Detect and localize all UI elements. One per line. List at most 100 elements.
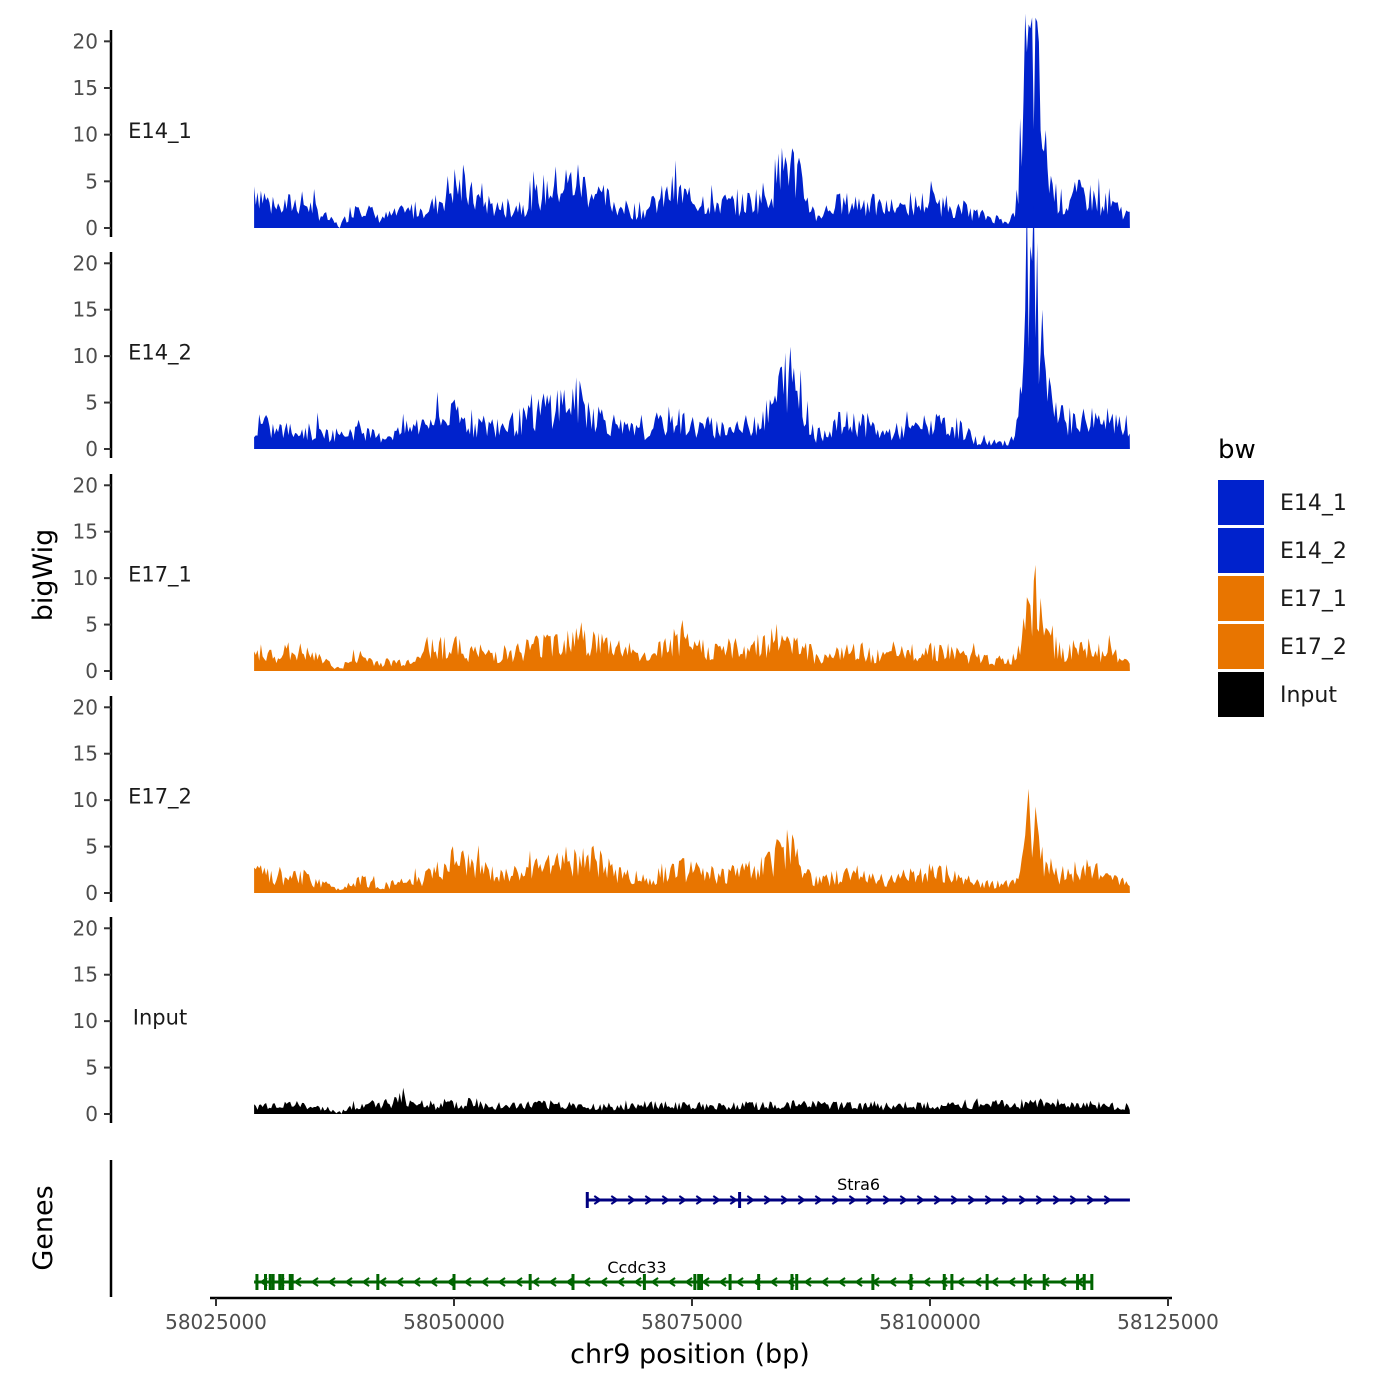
bigwig-tracks: 05101520E14_105101520E14_205101520E17_10… [73,13,1130,1126]
strand-arrow [582,1277,591,1287]
gene-label: Ccdc33 [607,1258,666,1277]
strand-arrow [990,1277,999,1287]
y-tick-label: 15 [73,963,98,987]
strand-arrow [831,1195,841,1205]
exon-mark [950,1274,954,1290]
y-tick-label: 15 [73,742,98,766]
exon-mark [909,1274,913,1290]
exon-mark [757,1274,761,1290]
strand-arrow [950,1195,960,1205]
strand-arrow [593,1195,603,1205]
strand-arrow [718,1277,727,1287]
strand-arrow [548,1277,557,1287]
legend-label: E17_2 [1280,635,1347,660]
exon-mark [738,1192,742,1208]
strand-arrow [729,1195,739,1205]
exon-mark [528,1274,532,1290]
y-tick-label: 0 [85,659,98,683]
strand-arrow [888,1277,897,1287]
legend-entry: E14_2 [1218,528,1347,573]
x-axis: 58025000 58050000 58075000 58100000 58125000 [165,1296,1219,1334]
y-tick-label: 10 [73,1009,98,1033]
strand-arrow [984,1195,994,1205]
legend-title: bw [1218,435,1256,465]
strand-arrow [565,1277,574,1287]
strand-arrow [293,1277,302,1287]
track-E14_1: 0 5 10 15 20 E14_1 [73,13,1130,240]
y-tick-label: 5 [85,169,98,193]
strand-arrow [780,1195,790,1205]
legend-swatch [1218,624,1264,669]
exon-mark [268,1274,272,1290]
exon-mark [571,1274,575,1290]
legend-entry: Input [1218,672,1337,717]
y-axis-title: bigWig [28,529,59,622]
y-tick-label: 10 [73,344,98,368]
x-tick-label: 58050000 [403,1310,505,1334]
exon-mark [255,1274,259,1290]
strand-arrow [882,1195,892,1205]
y-tick-label: 10 [73,566,98,590]
exon-mark [693,1274,697,1290]
exon-mark [942,1274,946,1290]
legend-entry: E17_1 [1218,576,1347,621]
strand-arrow [429,1277,438,1287]
gene-Ccdc33: Ccdc33 [254,1258,1094,1290]
strand-arrow [327,1277,336,1287]
y-tick-label: 20 [73,695,98,719]
exon-mark [264,1274,268,1290]
strand-arrow [378,1277,387,1287]
y-tick-label: 20 [73,29,98,53]
exon-mark [376,1274,380,1290]
y-tick-label: 5 [85,391,98,415]
strand-arrow [1069,1195,1079,1205]
legend-label: Input [1280,683,1337,708]
strand-arrow [1103,1195,1113,1205]
y-tick-label: 15 [73,520,98,544]
strand-arrow [763,1195,773,1205]
strand-arrow [973,1277,982,1287]
strand-arrow [412,1277,421,1287]
strand-arrow [922,1277,931,1287]
y-tick-label: 5 [85,613,98,637]
strand-arrow [497,1277,506,1287]
exon-mark [271,1274,275,1290]
genes-axis-title: Genes [28,1185,59,1270]
track-label: E17_1 [128,562,192,587]
y-tick-label: 10 [73,788,98,812]
track-label: E14_2 [128,340,192,365]
x-tick-label: 58125000 [1117,1310,1219,1334]
exon-mark [790,1274,794,1290]
coverage-area-E17_1 [254,564,1130,671]
exon-mark [1042,1274,1046,1290]
exon-mark [728,1274,732,1290]
x-tick-label: 58075000 [641,1310,743,1334]
strand-arrow [684,1277,693,1287]
y-tick-label: 5 [85,1056,98,1080]
exon-mark [288,1274,292,1290]
track-label: E14_1 [128,119,192,144]
strand-arrow [1007,1277,1016,1287]
legend-swatch [1218,672,1264,717]
y-tick-label: 5 [85,835,98,859]
legend-swatch [1218,480,1264,525]
strand-arrow [814,1195,824,1205]
x-tick-label: 58025000 [165,1310,267,1334]
track-E17_2: 0 5 10 15 20 E17_2 [73,695,1130,905]
coverage-area-E14_1 [254,13,1130,228]
exon-mark [795,1274,799,1290]
strand-arrow [1086,1195,1096,1205]
strand-arrow [769,1277,778,1287]
strand-arrow [644,1195,654,1205]
strand-arrow [956,1277,965,1287]
legend-entry: E14_1 [1218,480,1347,525]
exon-mark [985,1274,989,1290]
strand-arrow [712,1195,722,1205]
strand-arrow [1035,1195,1045,1205]
strand-arrow [837,1277,846,1287]
strand-arrow [797,1195,807,1205]
exon-mark [871,1274,875,1290]
y-tick-label: 20 [73,473,98,497]
legend: bw E14_1 E14_2 E17_1 E17_2 Input [1218,435,1347,717]
strand-arrow [650,1277,659,1287]
